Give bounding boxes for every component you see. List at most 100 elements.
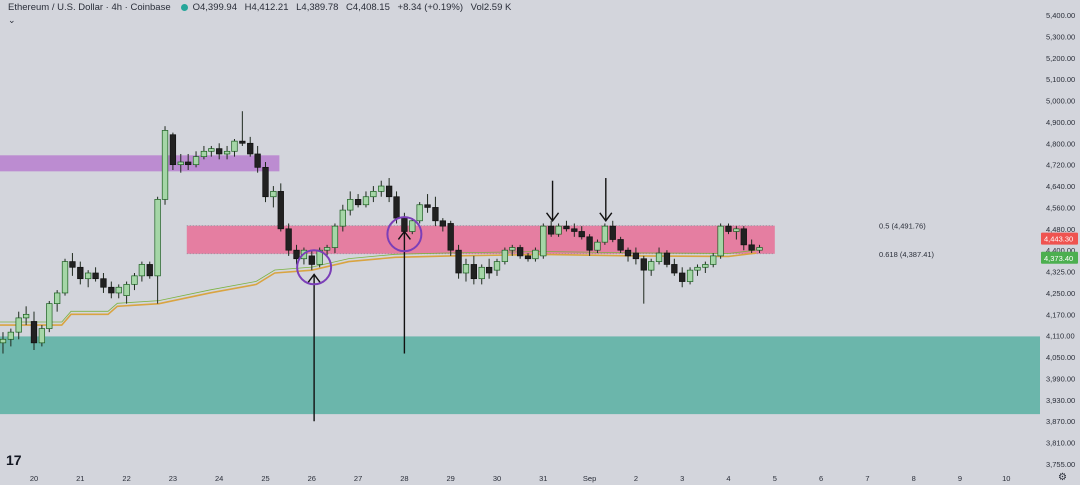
- y-tick-label: 4,050.00: [1046, 353, 1075, 362]
- chart-header: Ethereum / U.S. Dollar · 4h · Coinbase O…: [0, 0, 516, 14]
- candle-body: [548, 225, 555, 235]
- candle-body: [478, 266, 485, 280]
- candle-body: [38, 328, 46, 344]
- price-label-text: 4,443.30: [1044, 235, 1073, 244]
- candle-body: [671, 264, 678, 274]
- candle-body: [740, 228, 747, 246]
- market-status-icon: [180, 3, 188, 11]
- y-tick-label: 4,640.00: [1046, 182, 1075, 191]
- candle-body: [293, 249, 300, 260]
- candle-body: [663, 252, 671, 265]
- candle-body: [540, 225, 547, 257]
- candle-body: [648, 261, 655, 271]
- candle-body: [169, 134, 177, 166]
- candle-body: [447, 223, 454, 251]
- close-value: C4,408.15: [346, 1, 390, 13]
- x-tick-label: 24: [215, 474, 223, 483]
- zone-demand: [0, 336, 1040, 415]
- y-tick-label: 4,560.00: [1046, 203, 1075, 212]
- candle-body: [725, 225, 732, 232]
- chevron-down-icon[interactable]: ⌄: [8, 15, 16, 25]
- volume-value: Vol2.59 K: [470, 1, 512, 13]
- y-tick-label: 3,810.00: [1046, 439, 1075, 448]
- candle-body: [694, 266, 701, 271]
- candle-body: [262, 166, 269, 198]
- x-tick-label: 20: [30, 474, 38, 483]
- candle-body: [470, 264, 477, 280]
- candle-body: [138, 264, 146, 277]
- candle-body: [624, 249, 632, 257]
- candle-body: [401, 217, 408, 232]
- candle-body: [702, 264, 709, 268]
- low-value: L4,389.78: [296, 1, 339, 13]
- y-tick-label: 3,870.00: [1046, 417, 1075, 426]
- x-tick-label: 29: [447, 474, 455, 483]
- zone-fib: [186, 225, 775, 254]
- candle-body: [247, 142, 254, 155]
- candle-body: [362, 196, 370, 206]
- y-tick-label: 4,170.00: [1046, 310, 1075, 319]
- candle-body: [710, 255, 717, 265]
- y-tick-label: 5,000.00: [1046, 97, 1075, 106]
- y-tick-label: 4,800.00: [1046, 139, 1075, 148]
- candle-body: [0, 338, 7, 344]
- candle-body: [61, 261, 69, 294]
- candle-body: [632, 252, 640, 260]
- y-tick-label: 4,250.00: [1046, 289, 1075, 298]
- candle-body: [586, 236, 593, 251]
- x-tick-label: 21: [76, 474, 84, 483]
- x-tick-label: 27: [354, 474, 362, 483]
- candle-body: [123, 284, 130, 296]
- candle-body: [69, 261, 76, 268]
- candle-body: [323, 247, 331, 251]
- candle-body: [393, 196, 400, 219]
- arrow-down-head: [546, 212, 560, 222]
- candle-body: [455, 249, 462, 274]
- candle-body: [30, 321, 38, 344]
- y-tick-label: 3,930.00: [1046, 396, 1075, 405]
- candle-body: [131, 275, 138, 285]
- highlight-circle: [386, 216, 423, 253]
- arrow-down-head: [599, 212, 613, 222]
- candle-body: [239, 140, 246, 144]
- candle-body: [231, 140, 238, 152]
- arrow-up-head: [397, 230, 411, 240]
- candle-body: [756, 247, 763, 251]
- zone-supply: [0, 155, 280, 172]
- candle-body: [85, 272, 92, 280]
- candle-body: [679, 272, 686, 282]
- y-tick-label: 4,400.00: [1046, 246, 1075, 255]
- tradingview-logo-icon[interactable]: 17: [6, 452, 22, 468]
- y-tick-label: 4,900.00: [1046, 118, 1075, 127]
- open-value: O4,399.94: [192, 1, 237, 13]
- candle-body: [46, 303, 53, 329]
- candle-body: [748, 244, 755, 251]
- candle-body: [208, 148, 215, 152]
- symbol-title[interactable]: Ethereum / U.S. Dollar · 4h · Coinbase: [8, 1, 171, 13]
- candle-body: [370, 191, 377, 198]
- candle-body: [594, 241, 601, 251]
- candle-body: [733, 228, 740, 232]
- candle-body: [462, 264, 470, 274]
- candle-body: [339, 209, 346, 227]
- x-tick-label: Sep: [583, 474, 596, 483]
- fib-label: 0.5 (4,491.76): [879, 222, 926, 231]
- gear-icon[interactable]: ⚙: [1058, 472, 1067, 483]
- y-tick-label: 4,325.00: [1046, 268, 1075, 277]
- arrow-up-head: [307, 273, 321, 283]
- candle-body: [439, 220, 446, 227]
- candle-body: [277, 191, 284, 230]
- candle-body: [22, 313, 30, 319]
- x-tick-label: 25: [261, 474, 269, 483]
- candle-body: [385, 185, 393, 198]
- fib-label: 0.618 (4,387.41): [879, 250, 935, 259]
- candle-body: [177, 161, 184, 166]
- change-value: +8.34 (+0.19%): [397, 1, 464, 13]
- candle-body: [524, 255, 532, 260]
- candle-body: [285, 228, 292, 251]
- price-label-box: [1041, 251, 1078, 264]
- candle-body: [347, 199, 354, 211]
- candle-body: [331, 225, 339, 248]
- candle-body: [53, 292, 61, 304]
